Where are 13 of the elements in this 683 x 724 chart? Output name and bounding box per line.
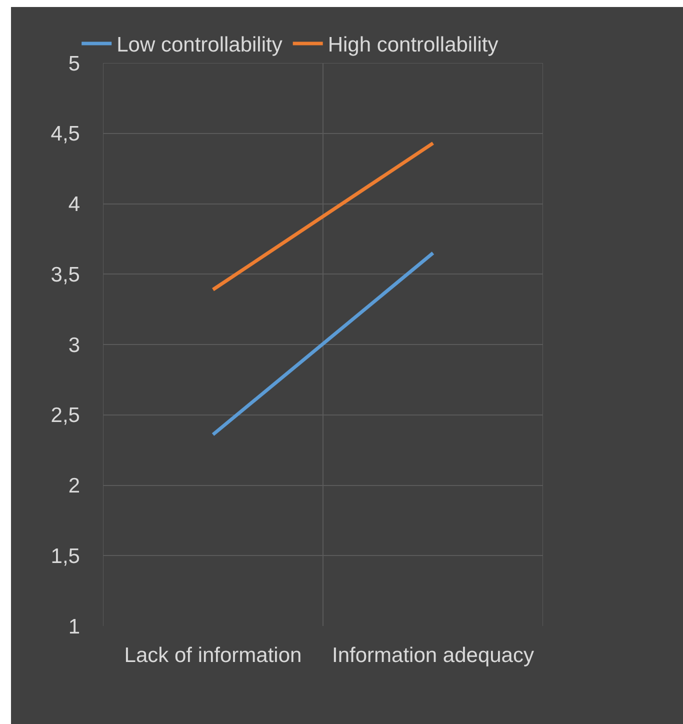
y-tick-label: 4,5 (50, 122, 80, 146)
x-tick-label: Information adequacy (332, 644, 534, 667)
legend-label: Low controllability (116, 34, 283, 57)
x-tick-label: Lack of information (124, 644, 302, 667)
y-tick-label: 3,5 (50, 263, 80, 286)
legend-label: High controllability (328, 34, 499, 57)
y-tick-label: 1,5 (50, 544, 80, 568)
y-tick-label: 1 (68, 615, 80, 638)
y-tick-label: 2 (68, 474, 80, 498)
y-tick-label: 4 (68, 193, 80, 216)
y-tick-label: 2,5 (50, 404, 80, 428)
y-tick-label: 5 (68, 52, 80, 76)
y-tick-label: 3 (68, 334, 80, 357)
